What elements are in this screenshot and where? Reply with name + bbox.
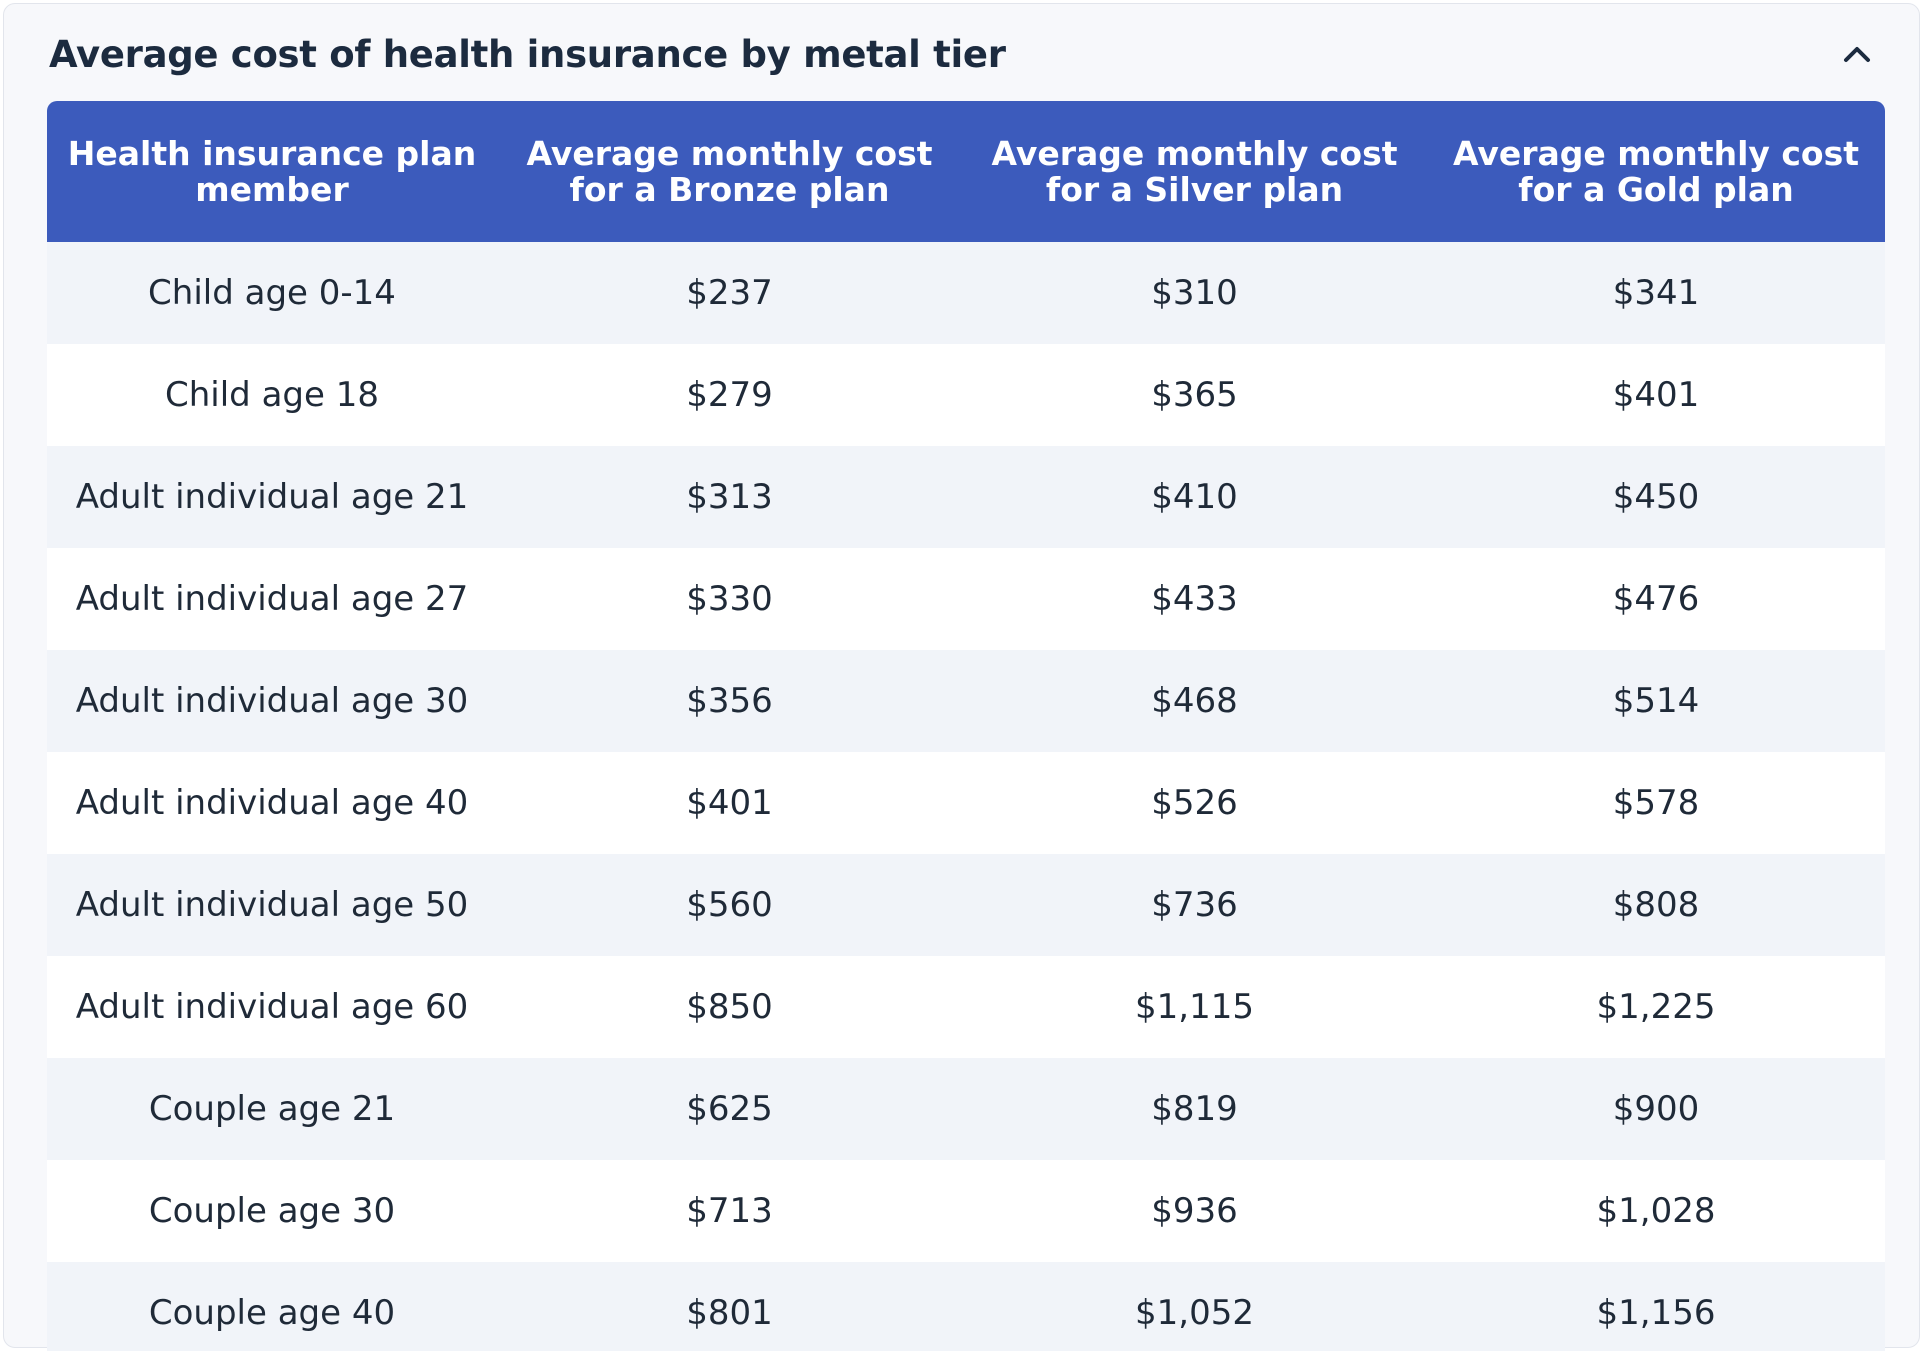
plan-member-cell: Adult individual age 21 (47, 446, 497, 548)
silver-cost-cell: $526 (962, 752, 1427, 854)
table-row: Adult individual age 27 $330 $433 $476 (47, 548, 1885, 650)
gold-cost-cell: $900 (1427, 1058, 1885, 1160)
plan-member-cell: Couple age 21 (47, 1058, 497, 1160)
panel-header[interactable]: Average cost of health insurance by meta… (49, 4, 1919, 104)
silver-cost-cell: $1,052 (962, 1262, 1427, 1351)
silver-cost-cell: $736 (962, 854, 1427, 956)
plan-member-cell: Couple age 30 (47, 1160, 497, 1262)
silver-cost-cell: $819 (962, 1058, 1427, 1160)
table-row: Adult individual age 60 $850 $1,115 $1,225 (47, 956, 1885, 1058)
plan-member-cell: Adult individual age 50 (47, 854, 497, 956)
gold-cost-cell: $401 (1427, 344, 1885, 446)
gold-cost-cell: $578 (1427, 752, 1885, 854)
bronze-cost-cell: $560 (497, 854, 962, 956)
gold-cost-cell: $450 (1427, 446, 1885, 548)
table-header-row: Health insurance plan member Average mon… (47, 101, 1885, 242)
table-row: Adult individual age 30 $356 $468 $514 (47, 650, 1885, 752)
silver-cost-cell: $468 (962, 650, 1427, 752)
bronze-cost-cell: $237 (497, 242, 962, 344)
column-header-bronze: Average monthly cost for a Bronze plan (497, 101, 962, 242)
table-header: Health insurance plan member Average mon… (47, 101, 1885, 242)
bronze-cost-cell: $801 (497, 1262, 962, 1351)
table-row: Couple age 40 $801 $1,052 $1,156 (47, 1262, 1885, 1351)
table-row: Couple age 30 $713 $936 $1,028 (47, 1160, 1885, 1262)
plan-member-cell: Couple age 40 (47, 1262, 497, 1351)
plan-member-cell: Adult individual age 60 (47, 956, 497, 1058)
plan-member-cell: Child age 18 (47, 344, 497, 446)
gold-cost-cell: $808 (1427, 854, 1885, 956)
silver-cost-cell: $433 (962, 548, 1427, 650)
bronze-cost-cell: $313 (497, 446, 962, 548)
cost-table: Health insurance plan member Average mon… (47, 101, 1885, 1351)
panel-title: Average cost of health insurance by meta… (49, 32, 1006, 76)
gold-cost-cell: $1,156 (1427, 1262, 1885, 1351)
column-header-silver: Average monthly cost for a Silver plan (962, 101, 1427, 242)
silver-cost-cell: $365 (962, 344, 1427, 446)
gold-cost-cell: $341 (1427, 242, 1885, 344)
silver-cost-cell: $410 (962, 446, 1427, 548)
gold-cost-cell: $476 (1427, 548, 1885, 650)
bronze-cost-cell: $279 (497, 344, 962, 446)
column-header-gold: Average monthly cost for a Gold plan (1427, 101, 1885, 242)
table-row: Adult individual age 50 $560 $736 $808 (47, 854, 1885, 956)
gold-cost-cell: $514 (1427, 650, 1885, 752)
table-body: Child age 0-14 $237 $310 $341 Child age 18 $2… (47, 242, 1885, 1351)
table-row: Couple age 21 $625 $819 $900 (47, 1058, 1885, 1160)
table-row: Child age 18 $279 $365 $401 (47, 344, 1885, 446)
plan-member-cell: Adult individual age 40 (47, 752, 497, 854)
collapse-toggle-button[interactable] (1837, 34, 1877, 74)
insurance-cost-panel: Average cost of health insurance by meta… (3, 3, 1920, 1351)
cost-table-container: Health insurance plan member Average mon… (47, 101, 1885, 1351)
silver-cost-cell: $936 (962, 1160, 1427, 1262)
bronze-cost-cell: $713 (497, 1160, 962, 1262)
silver-cost-cell: $1,115 (962, 956, 1427, 1058)
plan-member-cell: Child age 0-14 (47, 242, 497, 344)
table-row: Adult individual age 40 $401 $526 $578 (47, 752, 1885, 854)
bronze-cost-cell: $330 (497, 548, 962, 650)
bronze-cost-cell: $356 (497, 650, 962, 752)
bronze-cost-cell: $625 (497, 1058, 962, 1160)
plan-member-cell: Adult individual age 30 (47, 650, 497, 752)
table-row: Adult individual age 21 $313 $410 $450 (47, 446, 1885, 548)
plan-member-cell: Adult individual age 27 (47, 548, 497, 650)
silver-cost-cell: $310 (962, 242, 1427, 344)
table-row: Child age 0-14 $237 $310 $341 (47, 242, 1885, 344)
bronze-cost-cell: $401 (497, 752, 962, 854)
column-header-plan-member: Health insurance plan member (47, 101, 497, 242)
chevron-up-icon (1844, 47, 1870, 62)
gold-cost-cell: $1,028 (1427, 1160, 1885, 1262)
gold-cost-cell: $1,225 (1427, 956, 1885, 1058)
bronze-cost-cell: $850 (497, 956, 962, 1058)
